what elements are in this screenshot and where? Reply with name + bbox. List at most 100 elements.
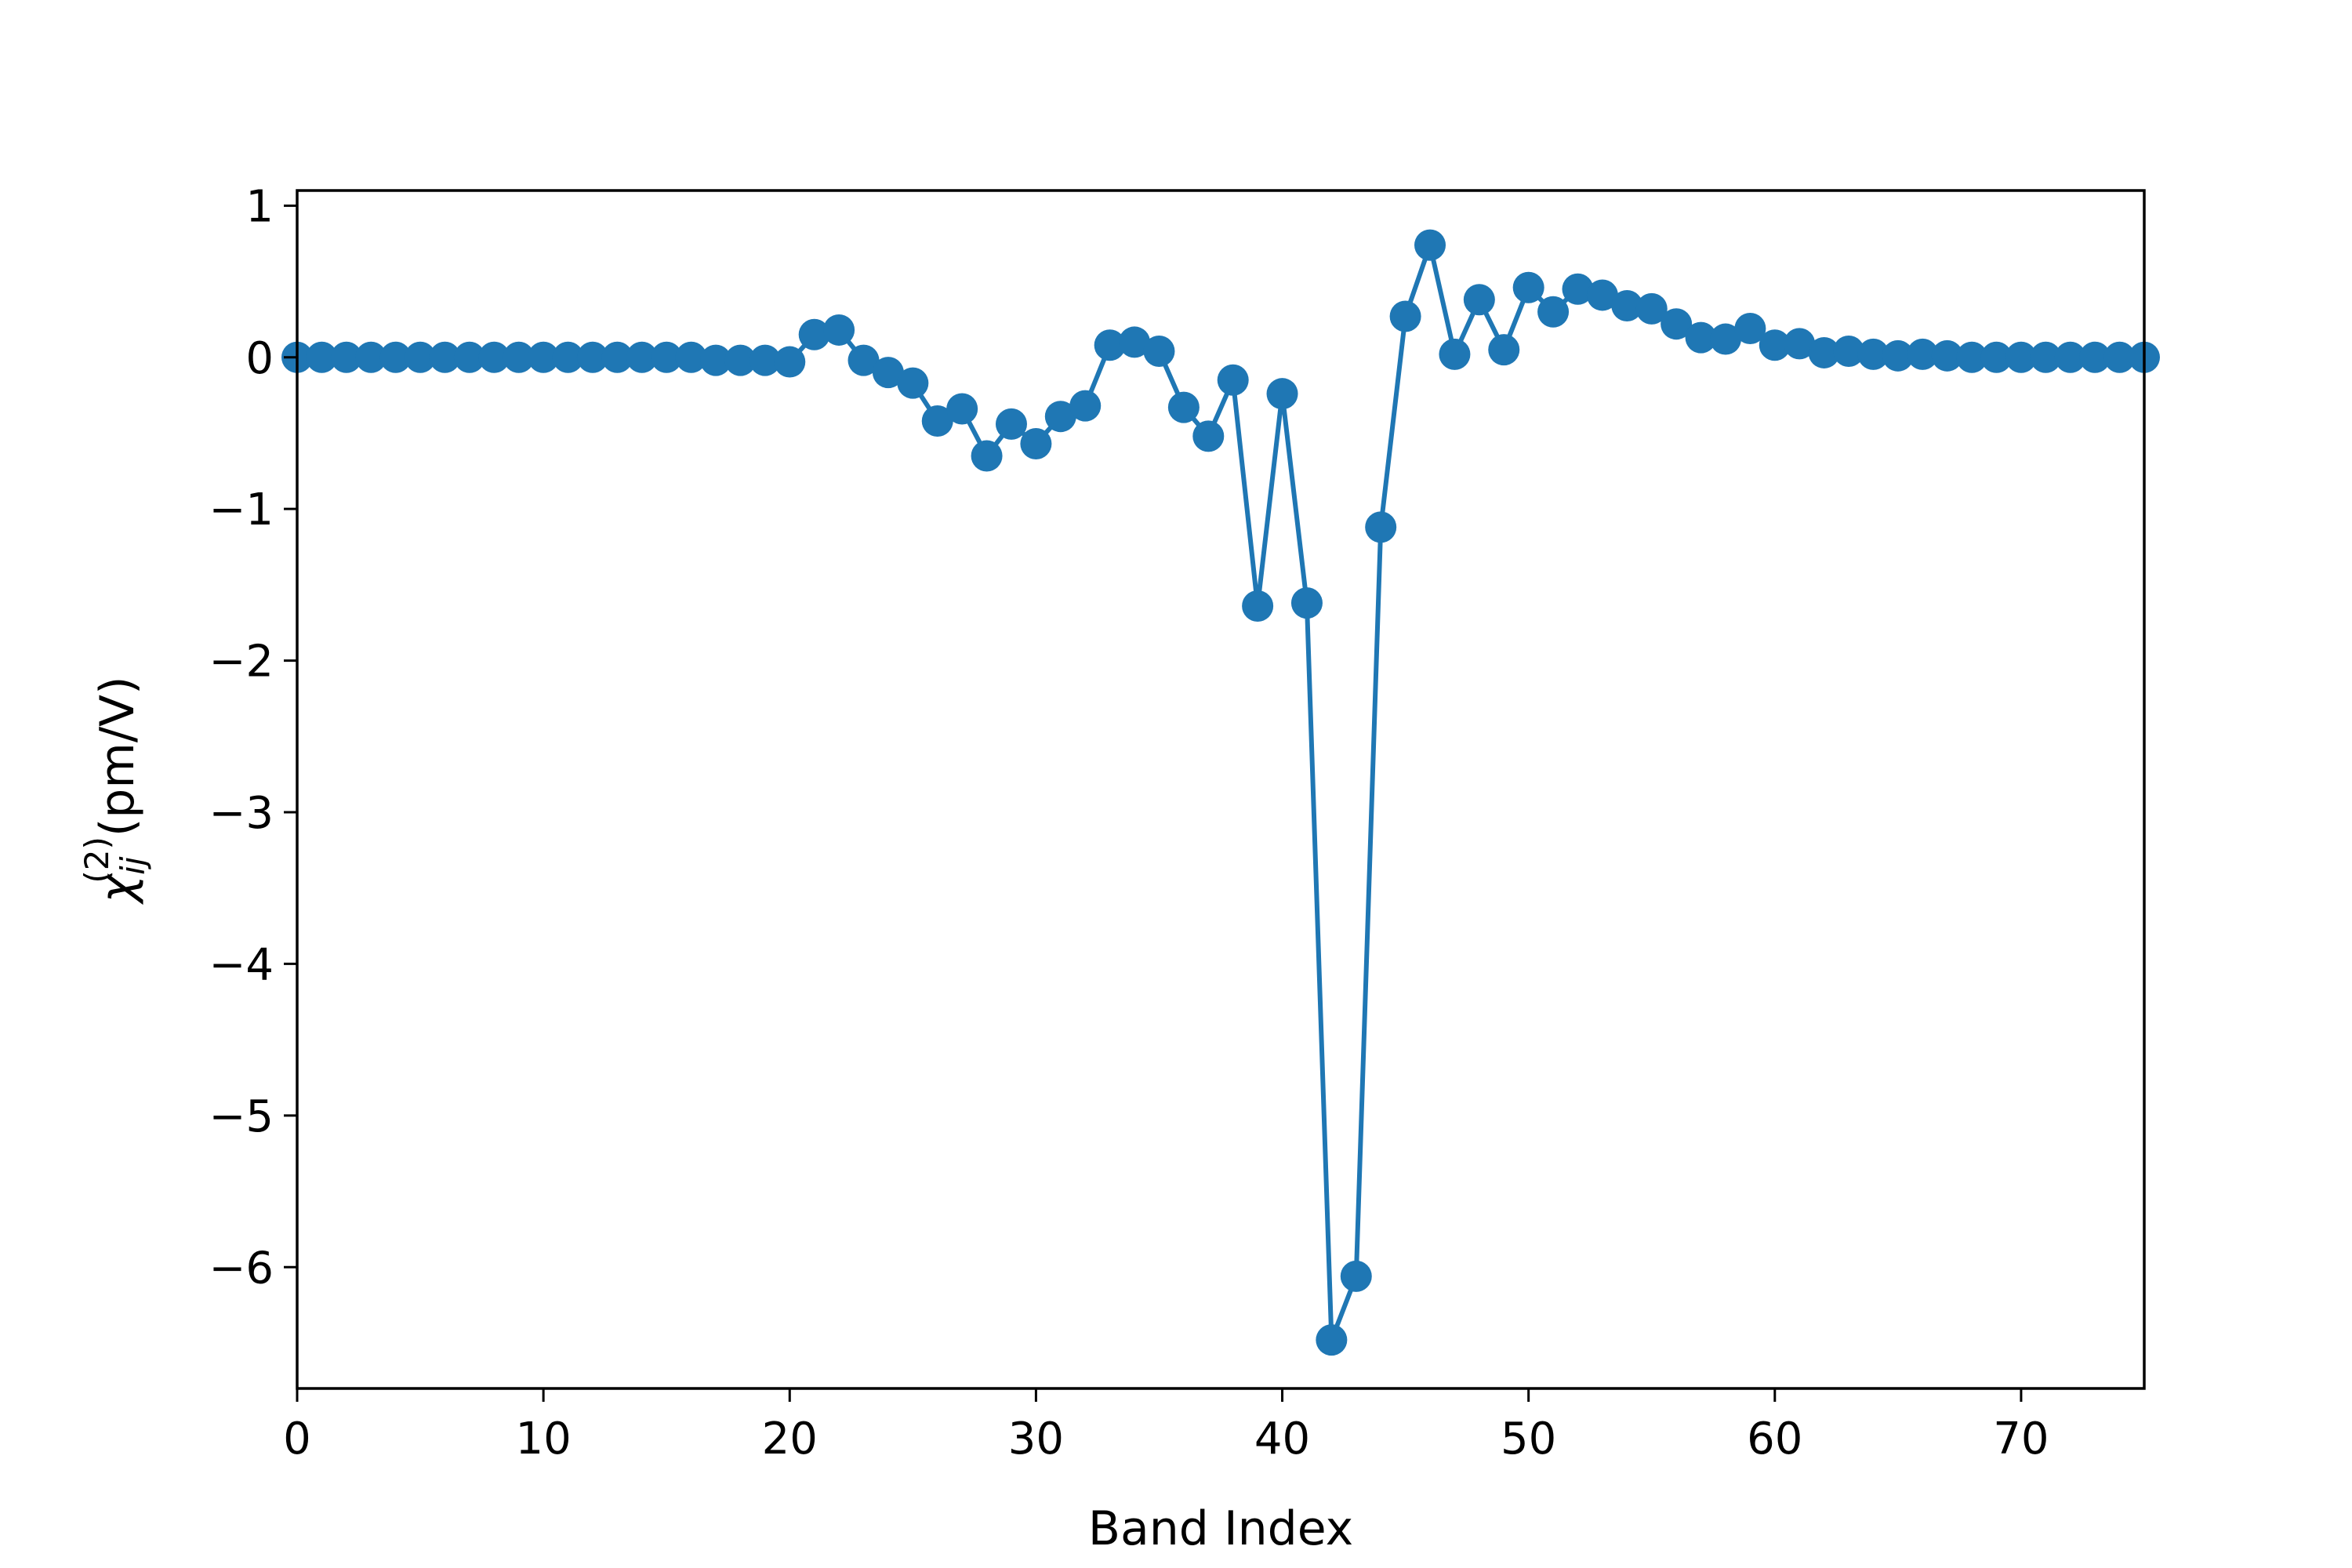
x-axis-label: Band Index	[1088, 1501, 1353, 1556]
data-point	[798, 318, 830, 350]
y-tick-label: −1	[209, 485, 274, 535]
data-point	[2030, 341, 2062, 373]
y-axis-label: χij(2)(pm/V)	[78, 677, 152, 906]
data-point	[503, 341, 535, 373]
data-point	[1635, 292, 1668, 325]
y-tick-label: −5	[209, 1091, 274, 1142]
data-point	[651, 341, 683, 373]
data-point	[1586, 279, 1618, 311]
data-point	[2079, 341, 2111, 373]
data-point	[1980, 341, 2013, 373]
data-point	[700, 344, 732, 376]
data-point	[1242, 590, 1274, 622]
data-point	[1192, 420, 1225, 452]
data-point	[971, 440, 1003, 472]
data-point	[1340, 1260, 1372, 1292]
data-point	[2054, 341, 2086, 373]
x-tick-label: 30	[1008, 1414, 1064, 1465]
data-point	[552, 341, 584, 373]
plot-frame	[296, 189, 2146, 1390]
data-point	[453, 341, 485, 373]
y-axis-label-superscript: (2)	[78, 837, 116, 884]
data-point	[1463, 284, 1495, 316]
data-point	[1931, 339, 1963, 372]
y-axis-label-subscript: ij	[114, 856, 152, 875]
data-point	[1661, 308, 1693, 340]
data-point	[355, 341, 387, 373]
data-point	[1365, 511, 1397, 543]
data-point	[1094, 329, 1126, 361]
data-point	[774, 346, 806, 378]
data-point	[1833, 336, 1865, 368]
data-point	[330, 341, 362, 373]
data-point	[1611, 289, 1643, 321]
data-point	[1784, 328, 1816, 360]
data-point	[1439, 338, 1471, 370]
y-tick-label: −2	[209, 637, 274, 688]
series-line	[297, 242, 2144, 1343]
data-point	[478, 341, 510, 373]
data-point	[848, 344, 880, 376]
data-point	[528, 341, 560, 373]
data-point	[1734, 313, 1766, 345]
data-point	[1044, 401, 1076, 433]
data-point	[1290, 587, 1323, 619]
y-axis-label-symbol: χ	[90, 873, 145, 905]
data-point	[897, 367, 929, 399]
x-tick-label: 20	[762, 1414, 818, 1465]
data-point	[1759, 329, 1791, 361]
x-tick-label: 10	[516, 1414, 572, 1465]
data-point	[1882, 339, 1914, 372]
x-tick-label: 40	[1254, 1414, 1310, 1465]
data-point	[1488, 334, 1520, 366]
data-point	[1709, 323, 1741, 355]
x-tick-label: 60	[1747, 1414, 1802, 1465]
data-point	[1562, 273, 1594, 305]
data-point	[946, 393, 978, 425]
x-tick-label: 70	[1993, 1414, 2049, 1465]
data-point	[1857, 338, 1889, 370]
data-point	[1167, 391, 1200, 423]
x-tick-label: 0	[283, 1414, 311, 1465]
y-tick-label: 1	[245, 181, 274, 232]
y-tick-label: −6	[209, 1243, 274, 1294]
data-point	[1020, 428, 1052, 460]
data-point	[379, 341, 412, 373]
data-point	[1316, 1324, 1348, 1356]
data-point	[626, 341, 658, 373]
data-point	[576, 341, 608, 373]
data-point	[306, 341, 338, 373]
data-point	[1808, 336, 1840, 368]
data-point	[749, 344, 781, 376]
y-tick-label: −4	[209, 939, 274, 990]
data-point	[1119, 326, 1151, 358]
x-tick-label: 50	[1501, 1414, 1556, 1465]
data-point	[724, 344, 757, 376]
plot-marks	[281, 229, 2160, 1356]
data-point	[823, 314, 855, 346]
data-point	[1069, 390, 1102, 422]
data-point	[675, 341, 707, 373]
data-point	[1907, 338, 1939, 370]
data-point	[1266, 378, 1298, 410]
data-point	[1217, 364, 1249, 396]
data-point	[1685, 321, 1717, 354]
y-tick-label: −3	[209, 788, 274, 839]
data-point	[429, 341, 461, 373]
data-point	[995, 408, 1027, 440]
data-point	[1143, 336, 1175, 368]
data-point	[1389, 300, 1421, 332]
y-axis-label-unit: (pm/V)	[90, 677, 145, 837]
data-point	[1537, 296, 1570, 328]
data-point	[405, 341, 437, 373]
y-tick-label: 0	[245, 333, 274, 384]
data-point	[1414, 229, 1446, 261]
data-point	[872, 357, 904, 389]
data-point	[1512, 271, 1544, 303]
data-point	[2005, 341, 2037, 373]
data-point	[921, 405, 953, 437]
data-point	[601, 341, 633, 373]
data-point	[1956, 341, 1988, 373]
